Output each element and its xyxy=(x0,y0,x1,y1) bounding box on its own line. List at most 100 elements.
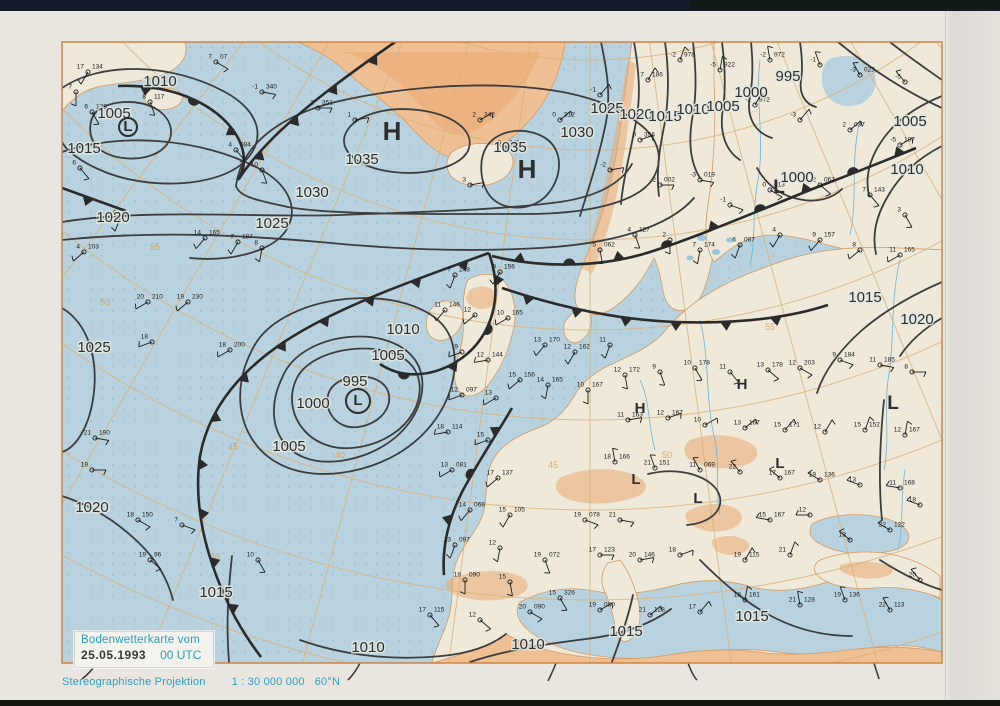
svg-text:13: 13 xyxy=(485,390,493,397)
svg-text:11: 11 xyxy=(889,247,896,254)
svg-text:12: 12 xyxy=(789,360,797,367)
svg-text:168: 168 xyxy=(904,480,915,487)
svg-text:9: 9 xyxy=(492,264,496,271)
svg-text:-2: -2 xyxy=(760,52,766,59)
svg-text:146: 146 xyxy=(644,552,655,559)
land-iceland xyxy=(446,143,514,186)
svg-text:013: 013 xyxy=(774,182,785,189)
svg-text:165: 165 xyxy=(512,310,523,317)
svg-text:1020: 1020 xyxy=(900,311,933,328)
svg-text:9: 9 xyxy=(832,352,836,359)
svg-text:156: 156 xyxy=(524,372,535,379)
svg-text:163: 163 xyxy=(632,412,643,419)
svg-text:1015: 1015 xyxy=(199,584,232,601)
svg-text:1030: 1030 xyxy=(295,184,328,201)
svg-text:190: 190 xyxy=(99,430,110,437)
svg-text:18: 18 xyxy=(454,572,462,579)
svg-text:2: 2 xyxy=(842,122,846,129)
svg-text:11: 11 xyxy=(689,462,696,469)
svg-text:078: 078 xyxy=(589,512,600,519)
svg-text:146: 146 xyxy=(449,302,460,309)
svg-text:10: 10 xyxy=(497,310,505,317)
svg-text:15: 15 xyxy=(854,422,862,429)
svg-text:136: 136 xyxy=(824,472,835,479)
svg-text:1020: 1020 xyxy=(619,106,652,123)
svg-text:10: 10 xyxy=(694,417,702,424)
svg-text:128: 128 xyxy=(804,597,815,604)
svg-text:187: 187 xyxy=(242,234,253,241)
svg-text:2: 2 xyxy=(472,112,476,119)
svg-text:1025: 1025 xyxy=(77,339,110,356)
svg-text:7: 7 xyxy=(230,234,234,241)
svg-text:11: 11 xyxy=(869,357,876,364)
svg-text:200: 200 xyxy=(234,342,245,349)
svg-text:097: 097 xyxy=(459,537,470,544)
svg-text:185: 185 xyxy=(884,357,895,364)
svg-text:13: 13 xyxy=(441,462,449,469)
scan-top-band-segment xyxy=(690,0,1000,9)
svg-text:1035: 1035 xyxy=(345,151,378,168)
svg-text:11: 11 xyxy=(889,480,896,487)
svg-text:12: 12 xyxy=(564,344,572,351)
svg-text:1005: 1005 xyxy=(706,98,739,115)
map-frame xyxy=(61,41,943,664)
svg-text:10: 10 xyxy=(247,552,255,559)
svg-text:-3: -3 xyxy=(690,172,696,179)
svg-text:167: 167 xyxy=(749,420,760,427)
svg-text:978: 978 xyxy=(684,52,695,59)
svg-text:171: 171 xyxy=(789,422,800,429)
svg-text:023: 023 xyxy=(864,67,875,74)
svg-text:1: 1 xyxy=(347,112,351,119)
svg-text:11: 11 xyxy=(599,337,606,344)
svg-text:2: 2 xyxy=(652,177,656,184)
svg-text:157: 157 xyxy=(824,232,835,239)
svg-text:12: 12 xyxy=(464,307,472,314)
svg-text:12: 12 xyxy=(489,540,497,547)
svg-text:22: 22 xyxy=(729,464,737,471)
svg-text:15: 15 xyxy=(477,432,485,439)
svg-text:18: 18 xyxy=(604,454,612,461)
svg-text:0: 0 xyxy=(762,182,766,189)
svg-text:9: 9 xyxy=(454,344,458,351)
svg-text:115: 115 xyxy=(434,607,445,614)
svg-text:17: 17 xyxy=(419,607,427,614)
svg-text:19: 19 xyxy=(574,512,582,519)
map-date: 25.05.1993 xyxy=(81,648,147,662)
svg-text:12: 12 xyxy=(814,424,822,431)
isobars xyxy=(62,42,942,663)
svg-text:11: 11 xyxy=(617,412,624,419)
land-greenland xyxy=(297,42,566,160)
land-canada xyxy=(62,42,187,113)
svg-text:230: 230 xyxy=(192,294,203,301)
svg-text:150: 150 xyxy=(142,512,153,519)
svg-text:312: 312 xyxy=(564,112,575,119)
svg-text:21: 21 xyxy=(639,607,647,614)
svg-text:122: 122 xyxy=(894,522,905,529)
paper-edge-shadow xyxy=(945,11,1000,700)
svg-text:-5: -5 xyxy=(710,62,716,69)
svg-text:55: 55 xyxy=(150,242,160,252)
svg-text:137: 137 xyxy=(502,470,513,477)
svg-text:L: L xyxy=(353,392,362,409)
svg-text:18: 18 xyxy=(909,497,917,504)
map-title: Bodenwetterkarte vom xyxy=(81,634,201,646)
scan-top-band xyxy=(0,0,1000,11)
svg-text:45: 45 xyxy=(548,460,558,470)
svg-text:07: 07 xyxy=(220,54,228,61)
svg-text:166: 166 xyxy=(619,454,630,461)
svg-text:995: 995 xyxy=(342,373,367,390)
svg-text:3: 3 xyxy=(897,207,901,214)
svg-text:18: 18 xyxy=(219,342,227,349)
svg-text:090: 090 xyxy=(469,572,480,579)
svg-text:341: 341 xyxy=(509,140,520,147)
svg-text:1010: 1010 xyxy=(386,321,419,338)
svg-text:40: 40 xyxy=(335,450,345,460)
svg-text:9: 9 xyxy=(652,364,656,371)
land-italy xyxy=(601,559,641,642)
svg-text:1000: 1000 xyxy=(780,169,813,186)
svg-text:L: L xyxy=(693,490,702,507)
svg-text:12: 12 xyxy=(469,612,477,619)
svg-text:248: 248 xyxy=(459,267,470,274)
land-britain xyxy=(454,273,516,397)
